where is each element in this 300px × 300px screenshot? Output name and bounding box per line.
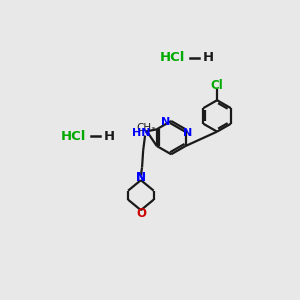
Text: N: N xyxy=(183,128,192,139)
Text: N: N xyxy=(136,171,146,184)
Text: N: N xyxy=(136,171,146,184)
Text: H: H xyxy=(203,51,214,64)
Text: N: N xyxy=(161,117,171,127)
Text: HCl: HCl xyxy=(61,130,86,143)
Text: H: H xyxy=(104,130,115,143)
Text: Cl: Cl xyxy=(211,79,224,92)
Text: HN: HN xyxy=(132,128,150,138)
Text: HCl: HCl xyxy=(160,51,185,64)
Text: CH₃: CH₃ xyxy=(136,123,155,133)
Text: O: O xyxy=(136,207,146,220)
